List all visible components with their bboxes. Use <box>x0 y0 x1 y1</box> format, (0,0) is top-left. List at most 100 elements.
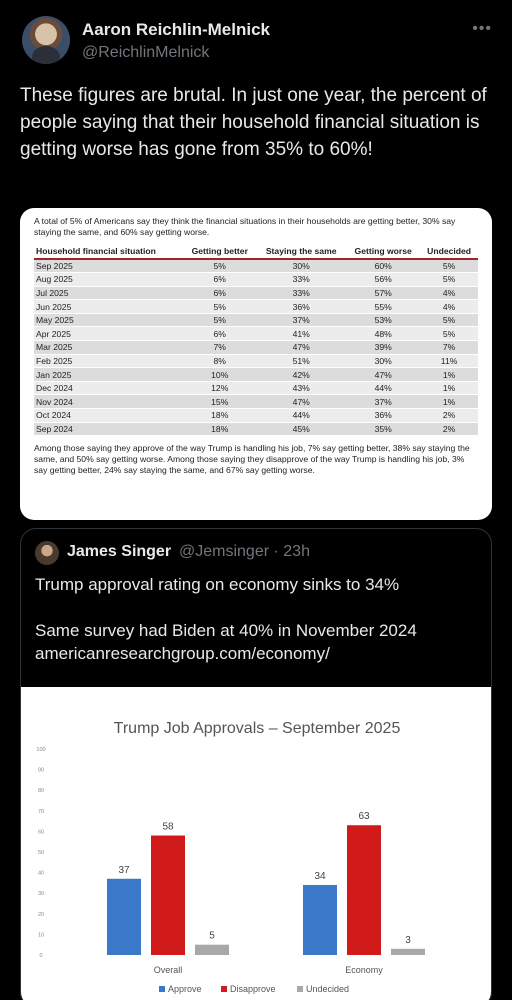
table-cell: 18% <box>183 408 257 423</box>
table-cell: 44% <box>256 408 347 423</box>
approval-bar-chart: Trump Job Approvals – September 2025 0 10 2… <box>36 720 425 994</box>
table-cell: Sep 2025 <box>34 259 184 274</box>
table-intro: A total of 5% of Americans say they thin… <box>34 216 456 237</box>
data-label: 58 <box>162 822 174 833</box>
table-cell: 4% <box>420 299 478 314</box>
table-cell: 60% <box>346 259 421 274</box>
author-name[interactable]: Aaron Reichlin-Melnick <box>82 20 270 39</box>
table-cell: 39% <box>346 340 421 355</box>
data-label: 37 <box>118 865 130 876</box>
table-cell: Mar 2025 <box>34 340 184 355</box>
table-cell: 33% <box>256 272 347 287</box>
table-cell: Aug 2025 <box>34 272 184 287</box>
table-cell: 30% <box>256 259 347 274</box>
table-cell: 56% <box>346 272 421 287</box>
table-cell: 45% <box>256 422 347 437</box>
table-cell: 44% <box>346 381 421 396</box>
data-label: 5 <box>209 931 215 942</box>
quote-text: Trump approval rating on economy sinks t… <box>35 573 483 665</box>
table-row: Feb 2025 8% 51% 30% 11% <box>34 354 478 369</box>
table-cell: 1% <box>420 394 478 410</box>
author-handle[interactable]: @ReichlinMelnick <box>82 44 210 61</box>
y-tick-label: 30 <box>38 891 44 897</box>
table-header: Staying the same <box>256 244 347 260</box>
quote-author-avatar <box>35 541 59 565</box>
chart-image[interactable]: Trump Job Approvals – September 2025 0 10 2… <box>21 687 491 1000</box>
table-cell: 15% <box>183 394 257 410</box>
table-cell: 53% <box>346 313 421 328</box>
tweet-header: Aaron Reichlin-Melnick @ReichlinMelnick … <box>20 14 492 70</box>
table-row: Oct 2024 18% 44% 36% 2% <box>34 408 478 423</box>
y-tick-label: 60 <box>38 829 44 835</box>
category-label: Economy <box>345 965 383 975</box>
table-cell: May 2025 <box>34 313 184 328</box>
table-cell: 1% <box>420 381 478 396</box>
quote-line: Same survey had Biden at 40% in November… <box>35 621 417 640</box>
table-cell: Feb 2025 <box>34 354 184 369</box>
legend-swatch <box>159 986 165 992</box>
table-cell: 57% <box>346 286 421 301</box>
bar <box>303 884 337 955</box>
table-cell: 10% <box>183 367 257 382</box>
table-cell: 48% <box>346 326 421 342</box>
table-cell: 4% <box>420 286 478 301</box>
table-cell: 1% <box>420 367 478 382</box>
bar <box>107 878 141 955</box>
y-tick-label: 80 <box>38 788 44 794</box>
y-tick-label: 50 <box>38 850 44 856</box>
table-cell: 42% <box>256 367 347 382</box>
quote-author-handle: @Jemsinger · 23h <box>179 543 310 561</box>
attached-table-image[interactable]: A total of 5% of Americans say they thin… <box>20 208 492 520</box>
data-label: 34 <box>314 871 326 882</box>
table-cell: 37% <box>346 394 421 410</box>
y-tick-label: 20 <box>38 912 44 918</box>
y-tick-label: 100 <box>36 747 45 753</box>
more-icon[interactable]: ••• <box>472 20 492 37</box>
table-cell: 18% <box>183 422 257 437</box>
legend-label: Undecided <box>306 984 349 994</box>
table-row: Aug 2025 6% 33% 56% 5% <box>34 272 478 287</box>
author-avatar[interactable] <box>22 16 70 64</box>
table-row: May 2025 5% 37% 53% 5% <box>34 313 478 328</box>
table-cell: 36% <box>256 299 347 314</box>
table-cell: 36% <box>346 408 421 423</box>
table-cell: 5% <box>420 313 478 328</box>
table-cell: 43% <box>256 381 347 396</box>
quote-time: · 23h <box>273 543 310 560</box>
table-cell: 47% <box>256 340 347 355</box>
quote-link: americanresearchgroup.com/economy/ <box>35 644 330 663</box>
bar <box>151 835 185 955</box>
y-tick-label: 0 <box>39 953 42 959</box>
legend-label: Approve <box>168 984 202 994</box>
bar <box>347 825 381 955</box>
table-cell: Jun 2025 <box>34 299 184 314</box>
table-header: Household financial situation <box>34 244 184 260</box>
tweet-text: These figures are brutal. In just one ye… <box>20 85 487 160</box>
table-cell: 47% <box>256 394 347 410</box>
table-row: Jun 2025 5% 36% 55% 4% <box>34 299 478 314</box>
table-body: Sep 2025 5% 30% 60% 5% Aug 2025 6% 33% 56% 5% Jul … <box>34 259 478 437</box>
quoted-tweet[interactable]: James Singer @Jemsinger · 23h Trump appr… <box>20 528 492 1000</box>
data-label: 63 <box>358 811 370 822</box>
table-cell: 35% <box>346 422 421 437</box>
data-label: 3 <box>405 935 411 946</box>
table-cell: 6% <box>183 286 257 301</box>
table-cell: 37% <box>256 313 347 328</box>
bar <box>195 944 229 955</box>
y-tick-label: 70 <box>38 809 44 815</box>
table-header: Getting better <box>183 244 257 260</box>
table-cell: 6% <box>183 272 257 287</box>
table-cell: 5% <box>183 313 257 328</box>
table-cell: 7% <box>420 340 478 355</box>
y-tick-label: 40 <box>38 871 44 877</box>
table-cell: 6% <box>183 326 257 342</box>
table-cell: 51% <box>256 354 347 369</box>
table-cell: 12% <box>183 381 257 396</box>
table-cell: 5% <box>420 326 478 342</box>
table-cell: 33% <box>256 286 347 301</box>
table-row: Sep 2024 18% 45% 35% 2% <box>34 422 478 437</box>
table-cell: 5% <box>183 259 257 274</box>
table-cell: 2% <box>420 422 478 437</box>
table-cell: 55% <box>346 299 421 314</box>
quote-handle-text: @Jemsinger <box>179 543 270 560</box>
